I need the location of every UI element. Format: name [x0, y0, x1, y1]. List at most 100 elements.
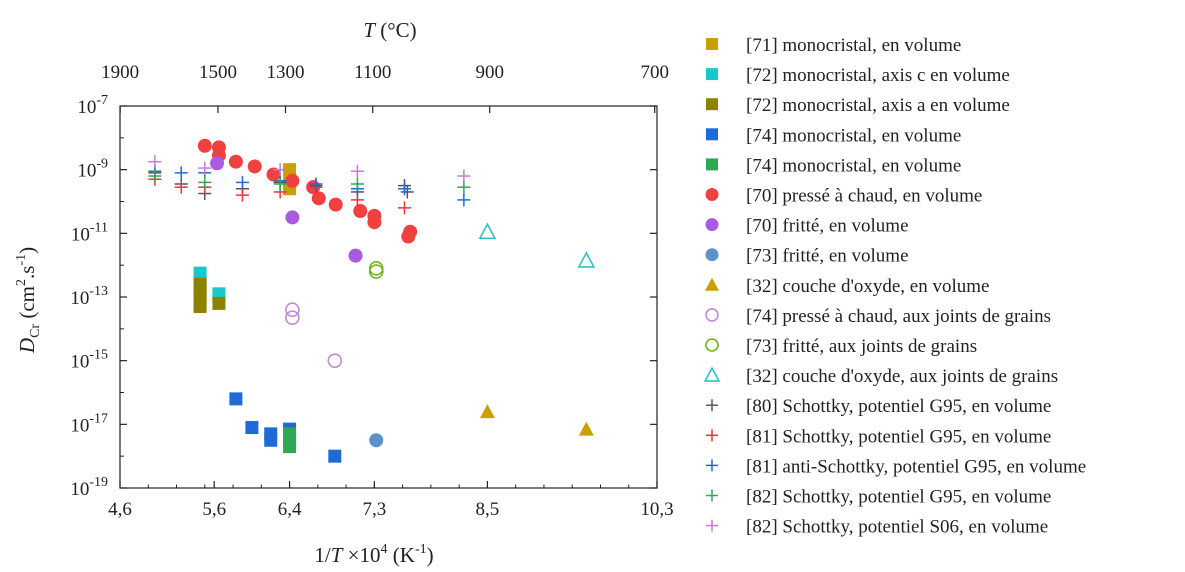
data-point	[369, 433, 384, 448]
legend-item: [81] anti-Schottky, potentiel G95, en vo…	[706, 456, 1086, 477]
legend-marker	[705, 277, 719, 291]
data-point	[193, 300, 207, 314]
legend-item: [72] monocristal, axis a en volume	[706, 95, 1010, 116]
data-point	[198, 161, 212, 175]
top-tick-label: 1500	[199, 62, 237, 83]
y-tick-base: 10	[70, 288, 89, 309]
legend-label: [72] monocristal, axis c en volume	[746, 65, 1010, 86]
legend-item: [72] monocristal, axis c en volume	[706, 65, 1010, 86]
legend-label: [73] fritté, aux joints de grains	[746, 336, 977, 357]
y-axis-title-unit-a: (cm	[15, 286, 39, 324]
data-point	[350, 164, 364, 178]
data-point	[198, 175, 212, 189]
x-tick-label: 6,4	[278, 499, 302, 520]
data-point	[229, 392, 243, 406]
data-point	[285, 310, 300, 325]
data-point	[353, 204, 368, 219]
x-axis-title-mid: ×10	[342, 543, 380, 567]
data-point	[368, 261, 384, 276]
data-point	[283, 163, 297, 177]
y-tick-exp: -9	[96, 157, 108, 172]
legend-marker	[706, 429, 718, 442]
data-point	[367, 215, 382, 230]
y-tick-base: 10	[70, 352, 89, 373]
legend-label: [32] couche d'oxyde, en volume	[746, 276, 989, 297]
data-point	[283, 440, 297, 454]
legend-marker	[705, 308, 719, 322]
legend-marker	[706, 399, 718, 412]
top-axis-title-unit: (°C)	[375, 18, 417, 42]
legend-marker	[706, 98, 718, 111]
data-point	[273, 163, 287, 177]
legend-marker	[706, 519, 718, 532]
y-tick-label: 10-15	[70, 348, 108, 373]
data-point	[266, 167, 281, 182]
series-5	[197, 138, 418, 244]
data-point	[350, 193, 364, 207]
legend-item: [71] monocristal, en volume	[706, 35, 961, 56]
legend-item: [74] monocristal, en volume	[706, 125, 961, 146]
legend-item: [74] monocristal, en volume	[706, 155, 961, 176]
legend: [71] monocristal, en volume [72] monocris…	[703, 35, 1086, 538]
data-points	[148, 138, 596, 463]
y-tick-exp: -15	[89, 348, 108, 363]
data-point	[264, 433, 278, 447]
legend-marker	[705, 218, 719, 232]
series-2	[193, 277, 226, 314]
data-point	[457, 169, 471, 183]
x-axis-title-end: )	[427, 543, 434, 567]
data-point	[478, 222, 497, 240]
series-15	[148, 169, 471, 194]
y-axis-title: DCr (cm2.s-1)	[14, 247, 43, 354]
data-point	[578, 421, 594, 436]
legend-item: [74] pressé à chaud, aux joints de grain…	[705, 306, 1051, 327]
legend-label: [74] monocristal, en volume	[746, 125, 961, 146]
data-point	[235, 188, 249, 202]
y-tick-base: 10	[71, 224, 90, 245]
y-tick-base: 10	[77, 97, 96, 118]
legend-item: [73] fritté, en volume	[705, 246, 909, 267]
y-tick-label: 10-19	[70, 475, 108, 500]
data-point	[247, 159, 262, 174]
top-axis-title-var: T	[363, 18, 376, 42]
y-tick-label: 10-17	[70, 411, 108, 436]
x-tick-label: 10,3	[640, 499, 673, 520]
x-tick-label: 7,3	[362, 499, 386, 520]
legend-label: [70] pressé à chaud, en volume	[746, 186, 982, 207]
data-point	[368, 264, 384, 279]
data-point	[457, 180, 471, 194]
series-6	[210, 156, 363, 263]
y-tick-base: 10	[77, 161, 96, 182]
data-point	[328, 197, 343, 212]
top-axis-title: T (°C)	[363, 18, 416, 42]
series-9	[285, 302, 343, 368]
x-axis-title-unit-exp: -1	[415, 542, 427, 557]
data-point	[148, 169, 162, 183]
x-tick-label: 4,6	[108, 499, 132, 520]
tick-labels: 4,6 5,6 6,4 7,3 8,5 10,3 1900 1500 1300 1100 900 70…	[70, 62, 673, 520]
y-tick-base: 10	[70, 479, 89, 500]
series-10	[368, 261, 384, 279]
legend-item: [80] Schottky, potentiel G95, en volume	[706, 396, 1051, 417]
x-axis-title-var: T	[331, 543, 344, 567]
legend-item: [73] fritté, aux joints de grains	[705, 336, 977, 357]
legend-label: [82] Schottky, potentiel G95, en volume	[746, 487, 1051, 508]
x-tick-label: 8,5	[476, 499, 500, 520]
top-tick-label: 1100	[354, 62, 391, 83]
y-axis-title-exp-a: 2	[14, 279, 29, 286]
legend-item: [81] Schottky, potentiel G95, en volume	[706, 426, 1051, 447]
legend-label: [71] monocristal, en volume	[746, 35, 961, 56]
y-tick-label: 10-11	[71, 220, 108, 245]
data-point	[285, 210, 300, 225]
data-point	[245, 421, 259, 435]
data-point	[577, 251, 596, 268]
top-tick-label: 1300	[266, 62, 304, 83]
legend-marker	[703, 366, 721, 382]
data-point	[479, 404, 495, 419]
y-axis-title-exp-b: -1	[14, 254, 29, 266]
data-point	[212, 296, 226, 310]
x-axis-title-main: 1/	[314, 543, 331, 567]
data-point	[327, 353, 343, 368]
legend-item: [70] fritté, en volume	[705, 216, 909, 237]
